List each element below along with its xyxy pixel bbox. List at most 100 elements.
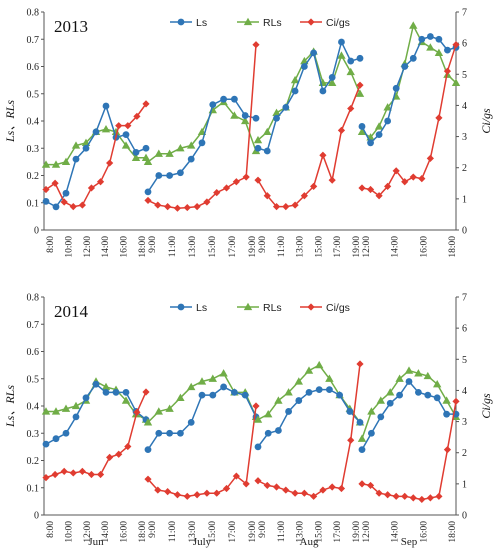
point-Ci_gs [384,182,392,190]
x-tick-label: 12:00 [83,521,93,543]
point-Ls [315,386,323,394]
point-Ls [386,399,394,407]
point-Ci_gs [300,489,308,497]
x-tick-label: 14:00 [391,521,401,543]
month-group: 9:00 11:00 13:00 15:00 17:00 19:00 July [143,369,261,548]
point-Ls [254,443,262,451]
point-Ls [275,427,282,434]
point-Ci_gs [272,203,281,211]
point-RLs [414,369,423,377]
point-Ci_gs [106,159,114,167]
point-RLs [404,366,414,374]
series-line-Ci_gs [147,405,257,498]
x-tick-label: 14:00 [391,236,401,258]
series-line-Ci_gs [147,44,257,209]
y-tick-label: 0.8 [27,8,40,19]
point-Ci_gs [164,488,172,496]
point-RLs [434,48,444,57]
point-RLs [51,160,61,168]
point-Ci_gs [366,481,375,490]
point-Ls [305,388,313,396]
x-tick-label: 12:00 [362,521,372,543]
y2-tick-label: 6 [462,324,467,335]
month-group: 9:00 11:00 13:00 15:00 17:00 19:00 [253,38,365,258]
series-line-Ls [257,388,361,448]
y-tick-label: 0.2 [27,456,40,467]
y-tick-label: 0.8 [27,293,40,304]
point-Ci_gs [252,41,260,49]
point-Ls [401,63,409,70]
x-tick-label: 15:00 [208,236,218,258]
point-RLs [374,122,384,130]
legend-marker [307,303,315,311]
point-Ls [254,144,262,152]
month-group: 9:00 11:00 13:00 15:00 17:00 19:00 [143,41,261,258]
point-RLs [101,382,111,391]
point-Ci_gs [435,492,443,500]
x-tick-label: 11:00 [277,236,287,258]
y2-tick-label: 3 [462,132,467,143]
point-Ci_gs [222,484,231,493]
point-Ci_gs [358,184,366,192]
x-tick-label: 12:00 [83,236,93,258]
legend-label: Ls [196,302,207,314]
point-Ls [155,429,163,437]
series-line-Ci_gs [361,44,457,197]
point-Ci_gs [78,467,86,475]
x-tick-label: 11:00 [168,236,178,258]
point-Ls [177,169,184,177]
point-Ci_gs [144,475,152,483]
y2-tick-label: 5 [462,355,467,366]
month-group: 8:00 10:00 12:00 14:00 16:00 18:00 Jun [41,377,151,548]
x-tick-label: 14:00 [101,236,111,258]
point-Ls [166,429,174,437]
point-Ls [241,112,249,119]
point-RLs [346,67,355,76]
point-Ls [220,383,228,391]
y-tick-label: 0.1 [27,483,40,494]
x-tick-label: 13:00 [296,236,306,258]
point-Ls [300,63,308,70]
legend-label: RLs [263,17,282,29]
point-RLs [357,434,367,442]
point-Ci_gs [310,182,318,190]
point-RLs [264,409,273,418]
y2-tick-label: 4 [462,386,467,397]
x-tick-label: 14:00 [101,521,111,543]
point-Ci_gs [124,122,132,130]
x-tick-label: 9:00 [258,521,268,538]
point-Ci_gs [124,442,132,451]
chart-title: 2013 [54,17,88,36]
point-Ci_gs [319,486,327,494]
point-Ls [132,148,140,156]
point-RLs [101,124,111,133]
point-Ls [122,388,130,396]
x-tick-label: 19:00 [248,236,258,258]
legend-marker [177,18,185,26]
point-Ls [336,391,343,399]
series-line-Ls [257,39,361,152]
point-Ci_gs [78,201,86,209]
point-Ci_gs [203,198,211,206]
point-Ci_gs [87,470,96,479]
point-Ci_gs [69,469,77,477]
point-Ci_gs [418,175,426,183]
x-tick-label: 12:00 [362,236,372,258]
y2-tick-label: 2 [462,163,467,174]
y-tick-label: 0.7 [27,35,40,46]
point-Ci_gs [96,470,105,479]
point-RLs [71,401,81,410]
point-Ci_gs [242,173,250,181]
point-Ci_gs [213,489,221,497]
point-RLs [154,407,163,415]
y2-tick-label: 2 [462,448,467,459]
point-RLs [187,382,196,391]
point-Ls [356,418,364,426]
point-RLs [241,116,250,125]
x-tick-label: 15:00 [314,236,324,258]
point-Ls [418,35,426,43]
point-Ci_gs [133,408,141,416]
point-Ls [424,391,432,399]
point-Ls [282,103,290,111]
point-Ci_gs [142,100,150,108]
